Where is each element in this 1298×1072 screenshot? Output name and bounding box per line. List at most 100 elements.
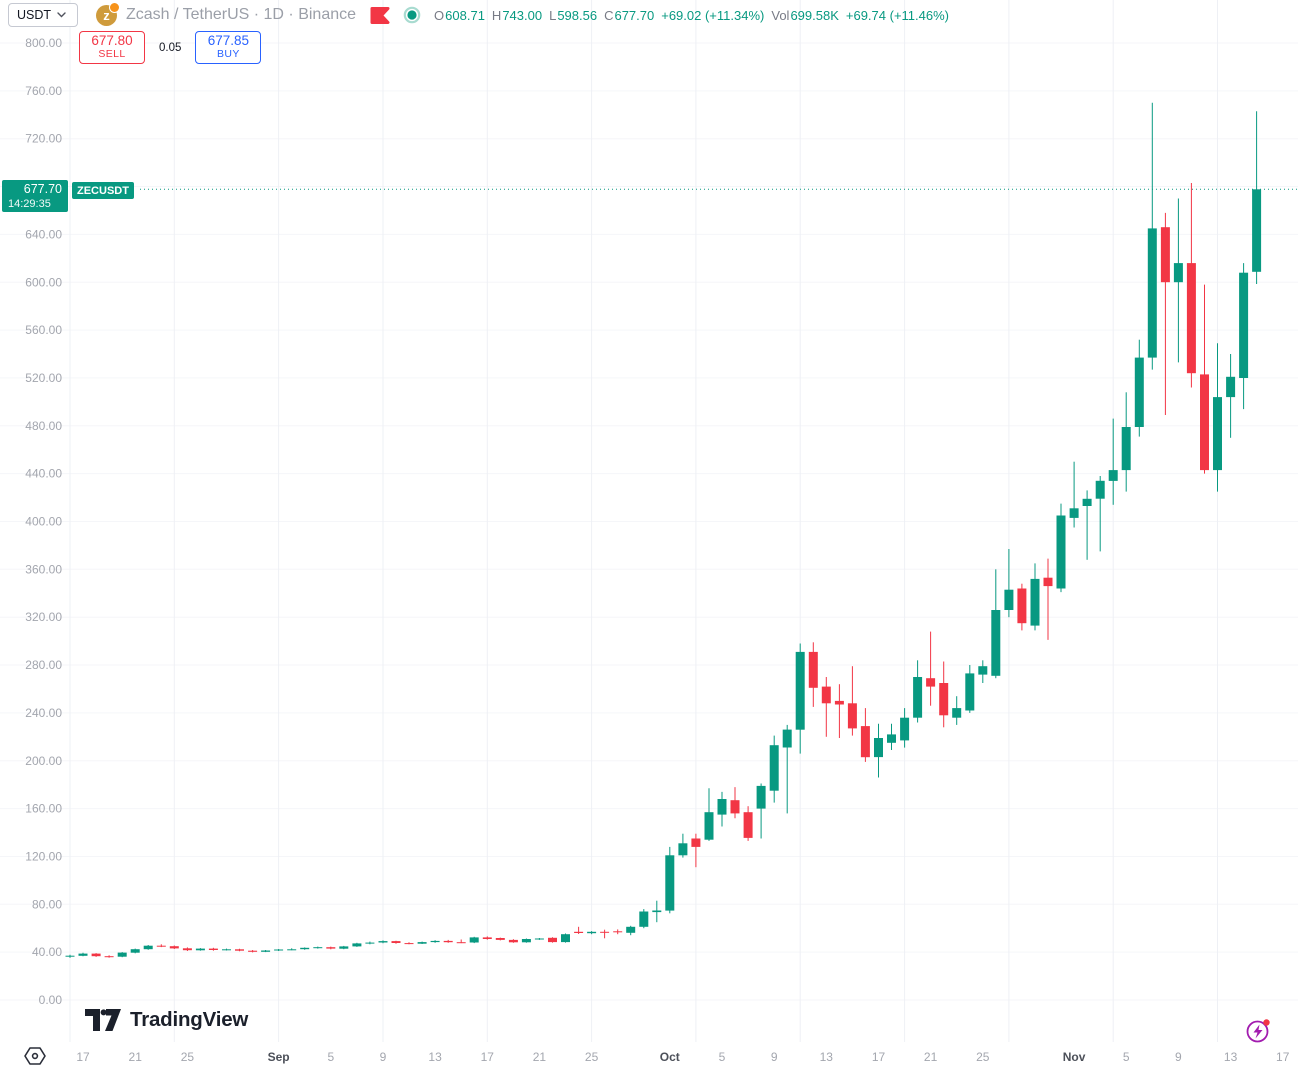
candle-body — [1095, 480, 1105, 499]
x-axis-label: 5 — [1123, 1050, 1130, 1064]
candle-body — [182, 948, 192, 951]
candle-body — [78, 953, 88, 956]
sell-price: 677.80 — [91, 33, 133, 49]
candle-body — [561, 934, 570, 943]
candle-body — [600, 931, 610, 933]
boost-icon[interactable] — [1244, 1016, 1274, 1051]
buy-price: 677.85 — [207, 33, 250, 49]
x-axis-label: 13 — [820, 1050, 834, 1064]
candle-body — [1213, 397, 1222, 471]
zcash-coin-icon: z — [96, 1, 120, 26]
candle-body — [456, 942, 466, 944]
candle-body — [430, 940, 440, 943]
candle-body — [143, 945, 153, 950]
candle-body — [1043, 577, 1053, 587]
candle-body — [1056, 515, 1066, 589]
high-label: H — [491, 7, 502, 23]
candle-body — [874, 738, 883, 758]
candle-body — [1173, 263, 1183, 283]
x-axis-label: 17 — [481, 1050, 495, 1064]
currency-dropdown[interactable]: USDT — [8, 3, 78, 27]
candle-body — [1239, 272, 1249, 378]
candle-body — [587, 931, 597, 934]
symbol-title[interactable]: Zcash / TetherUS · 1D · Binance — [126, 6, 357, 23]
candle-body — [926, 678, 936, 687]
candle-body — [326, 947, 336, 949]
candle-body — [65, 955, 75, 957]
candle-body — [887, 734, 896, 743]
sell-label: SELL — [98, 48, 126, 61]
y-axis-label: 520.00 — [25, 371, 62, 385]
coin-badge-icon — [109, 1, 120, 13]
candle-body — [1030, 578, 1040, 626]
candle-body — [795, 651, 805, 730]
candle-body — [261, 950, 271, 952]
y-axis-label: 760.00 — [25, 84, 62, 98]
candle-body — [939, 683, 949, 716]
candle-body — [1004, 589, 1014, 610]
ohlc-row: O 608.71 H 743.00 L 598.56 C 677.70 +69.02 (… — [427, 8, 949, 23]
chevron-down-icon — [57, 12, 66, 18]
close-label: C — [604, 7, 614, 23]
sell-button[interactable]: 677.80 SELL — [79, 31, 145, 64]
low-value: 598.56 — [557, 7, 598, 23]
candle-body — [1186, 263, 1196, 374]
high-value: 743.00 — [502, 7, 543, 23]
candle-body — [91, 953, 101, 957]
candle-body — [574, 931, 584, 933]
candle-body — [378, 941, 388, 943]
y-axis-label: 560.00 — [25, 323, 62, 337]
market-status-icon[interactable] — [403, 6, 421, 24]
y-axis-label: 480.00 — [25, 419, 62, 433]
x-axis-label: 5 — [719, 1050, 726, 1064]
candle-body — [991, 610, 1001, 676]
candle-body — [1252, 189, 1262, 272]
candle-body — [274, 949, 284, 951]
candle-body — [1134, 357, 1144, 427]
open-value: 608.71 — [445, 7, 485, 23]
x-axis-label: Sep — [268, 1050, 290, 1064]
close-value: 677.70 — [614, 7, 655, 23]
symbol-tag[interactable]: ZECUSDT — [72, 182, 134, 199]
settings-hexagon-icon[interactable] — [23, 1045, 47, 1072]
y-axis-label: 40.00 — [32, 945, 62, 959]
x-axis-label: 25 — [976, 1050, 990, 1064]
y-axis-label: 280.00 — [25, 658, 62, 672]
notification-dot — [1263, 1019, 1270, 1026]
y-axis-label: 440.00 — [25, 467, 62, 481]
tradingview-logo[interactable]: TradingView — [85, 1008, 248, 1032]
current-price-label[interactable]: 677.70 14:29:35 — [2, 180, 68, 212]
x-axis-label: 17 — [76, 1050, 90, 1064]
current-price-value: 677.70 — [23, 182, 62, 196]
candle-body — [248, 950, 258, 952]
x-axis-label: 9 — [1175, 1050, 1182, 1064]
candle-body — [222, 949, 231, 951]
x-axis-label: 21 — [924, 1050, 938, 1064]
y-axis-label: 360.00 — [25, 562, 62, 576]
candle-body — [130, 949, 140, 953]
candle-body — [860, 726, 870, 758]
candle-body — [300, 947, 310, 950]
x-axis-label: 13 — [428, 1050, 442, 1064]
y-axis-label: 720.00 — [25, 132, 62, 146]
candle-body — [1121, 427, 1131, 471]
candle-body — [847, 703, 857, 729]
candle-body — [782, 729, 792, 748]
candle-body — [117, 952, 127, 957]
candle-body — [404, 943, 414, 945]
x-axis-label: 17 — [872, 1050, 886, 1064]
trade-buttons-row: 677.80 SELL 0.05 677.85 BUY — [79, 31, 262, 64]
flag-icon[interactable] — [370, 6, 390, 24]
candle-body — [821, 686, 831, 704]
candle-body — [417, 942, 427, 944]
candle-body — [756, 785, 766, 809]
candle-body — [1108, 470, 1118, 481]
x-axis-label: 17 — [1276, 1050, 1290, 1064]
candle-body — [743, 812, 753, 838]
candle-body — [365, 942, 375, 944]
tradingview-logo-icon — [85, 1008, 121, 1031]
candle-body — [235, 949, 244, 951]
buy-button[interactable]: 677.85 BUY — [195, 31, 262, 64]
candle-body — [626, 926, 636, 933]
